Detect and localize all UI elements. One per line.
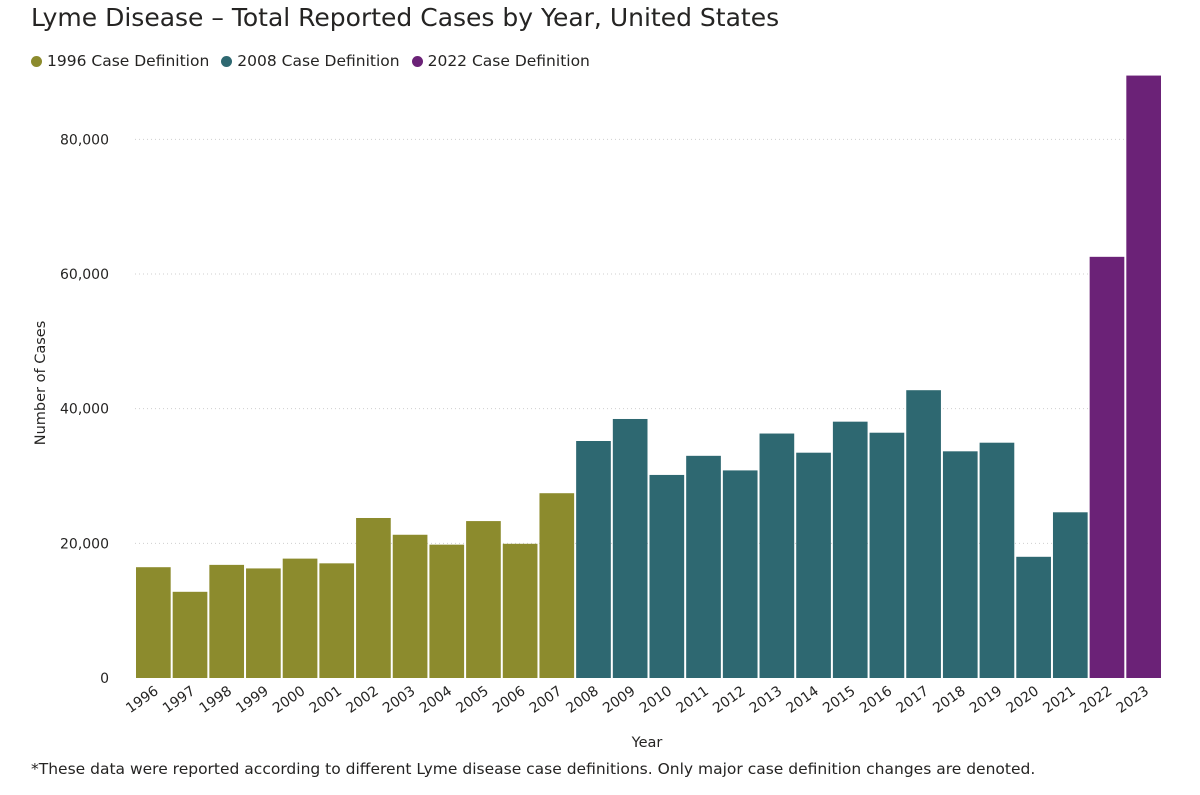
bar-2013 <box>759 433 795 678</box>
bar-1996 <box>136 567 171 678</box>
x-tick-label-2004: 2004 <box>417 683 455 717</box>
bar-2022 <box>1089 256 1125 678</box>
x-tick-label-2012: 2012 <box>710 683 748 717</box>
bar-2002 <box>356 517 391 678</box>
x-tick-label-2017: 2017 <box>894 683 932 717</box>
bar-2017 <box>906 390 941 678</box>
legend-label-1996: 1996 Case Definition <box>47 52 210 70</box>
x-tick-label-2016: 2016 <box>857 683 895 717</box>
x-tick-label-2002: 2002 <box>343 683 381 717</box>
x-tick-label-2009: 2009 <box>600 683 638 717</box>
bar-1997 <box>172 591 208 678</box>
x-tick-label-2010: 2010 <box>637 683 675 717</box>
bar-2007 <box>539 493 575 678</box>
x-axis-title: Year <box>631 735 663 751</box>
bar-2012 <box>722 470 758 678</box>
chart-title: Lyme Disease – Total Reported Cases by Y… <box>31 3 780 32</box>
bar-2004 <box>429 544 465 678</box>
x-tick-label-2015: 2015 <box>820 683 858 717</box>
footnote: *These data were reported according to d… <box>31 760 1036 778</box>
bar-2019 <box>979 442 1015 678</box>
x-tick-label-2011: 2011 <box>673 683 711 717</box>
x-tick-label-2005: 2005 <box>453 683 491 717</box>
bar-2009 <box>612 418 648 678</box>
y-tick-label: 80,000 <box>60 132 109 148</box>
x-tick-label-2020: 2020 <box>1004 683 1042 717</box>
x-tick-label-2007: 2007 <box>527 683 565 717</box>
bar-2015 <box>832 421 868 678</box>
x-tick-label-1999: 1999 <box>233 683 271 717</box>
bar-2008 <box>576 441 611 678</box>
legend: 1996 Case Definition 2008 Case Definitio… <box>31 52 590 70</box>
x-tick-label-1998: 1998 <box>197 683 235 717</box>
bar-2014 <box>796 452 831 678</box>
x-tick-label-2021: 2021 <box>1040 683 1078 717</box>
bar-2006 <box>502 543 538 678</box>
bar-2021 <box>1052 512 1088 678</box>
legend-item-2022: 2022 Case Definition <box>411 52 590 70</box>
x-tick-label-2000: 2000 <box>270 683 308 717</box>
x-tick-label-1996: 1996 <box>123 683 161 717</box>
x-tick-label-2008: 2008 <box>563 683 601 717</box>
x-tick-label-2019: 2019 <box>967 683 1005 717</box>
x-tick-label-2006: 2006 <box>490 683 528 717</box>
x-tick-label-2022: 2022 <box>1077 683 1115 717</box>
y-tick-label: 0 <box>100 671 109 687</box>
bar-2018 <box>942 451 978 678</box>
x-tick-label-2003: 2003 <box>380 683 418 717</box>
y-tick-label: 60,000 <box>60 267 109 283</box>
y-tick-label: 20,000 <box>60 536 109 552</box>
bar-2016 <box>869 432 905 678</box>
legend-swatch-1996 <box>31 55 42 67</box>
legend-swatch-2022 <box>411 55 423 67</box>
bar-2005 <box>466 521 501 678</box>
y-axis-ticks: 0 20,000 40,000 60,000 80,000 <box>60 132 109 687</box>
bar-2003 <box>392 534 428 678</box>
x-tick-label-1997: 1997 <box>160 683 198 717</box>
y-axis-title: Number of Cases <box>33 321 49 445</box>
legend-label-2008: 2008 Case Definition <box>237 52 400 70</box>
x-tick-label-2001: 2001 <box>307 683 345 717</box>
bar-2010 <box>649 474 685 678</box>
y-tick-label: 40,000 <box>60 402 109 418</box>
bar-2020 <box>1016 556 1051 678</box>
bar-2000 <box>282 558 318 678</box>
x-tick-label-2018: 2018 <box>930 683 968 717</box>
x-tick-label-2014: 2014 <box>783 683 821 717</box>
legend-swatch-2008 <box>221 55 233 67</box>
bar-2023 <box>1126 75 1161 678</box>
bars <box>136 75 1161 678</box>
bar-2001 <box>319 563 355 678</box>
x-tick-label-2023: 2023 <box>1114 683 1152 717</box>
bar-1998 <box>209 564 245 678</box>
bar-1999 <box>246 568 281 678</box>
legend-label-2022: 2022 Case Definition <box>427 52 590 70</box>
x-axis-ticks: 1996199719981999200020012002200320042005… <box>123 683 1152 717</box>
bar-2011 <box>686 455 721 678</box>
legend-item-2008: 2008 Case Definition <box>221 52 400 70</box>
x-tick-label-2013: 2013 <box>747 683 785 717</box>
legend-item-1996: 1996 Case Definition <box>31 52 209 70</box>
